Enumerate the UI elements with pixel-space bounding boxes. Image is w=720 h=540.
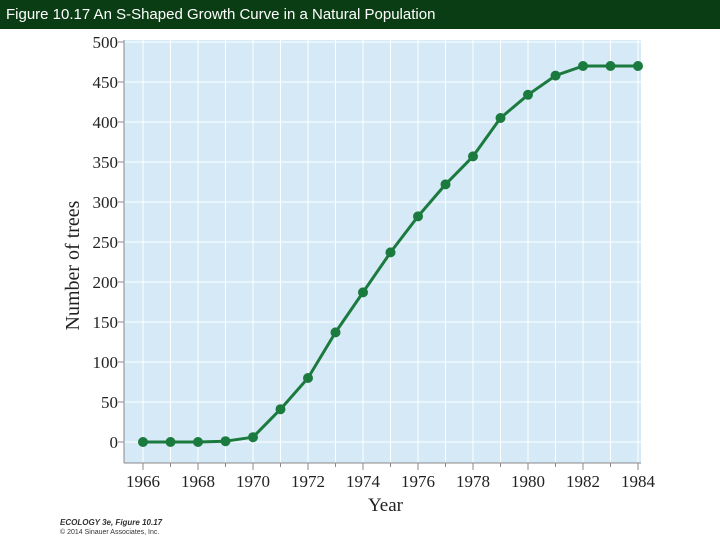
y-axis-title: Number of trees [62,200,84,330]
slide-title: Figure 10.17 An S-Shaped Growth Curve in… [0,0,720,29]
x-tick-label: 1968 [181,472,215,491]
x-tick-label: 1978 [456,472,490,491]
y-tick-label: 50 [101,393,118,412]
x-tick-label: 1966 [126,472,160,491]
x-tick-label: 1974 [346,472,381,491]
data-point [468,151,478,162]
data-point [633,61,643,71]
data-point [413,211,423,222]
x-axis-title: Year [368,495,404,516]
x-tick-label: 1972 [291,472,325,491]
data-point [578,61,588,71]
x-tick-label: 1982 [566,472,600,491]
figure-credit: ECOLOGY 3e, Figure 10.17 © 2014 Sinauer … [60,518,162,537]
data-point [358,287,368,298]
data-point [248,432,258,443]
x-tick-label: 1970 [236,472,270,491]
y-tick-label: 400 [93,113,119,132]
x-tick-label: 1980 [511,472,545,491]
plot-area [124,40,641,463]
y-tick-label: 300 [93,193,119,212]
line-chart: 0 50 100 150 200 250 300 350 400 450 500 1966 1968 19… [62,33,656,516]
data-point [220,436,231,447]
y-tick-label: 0 [110,433,119,452]
credit-line-2: © 2014 Sinauer Associates, Inc. [60,529,160,536]
data-point [440,179,451,190]
data-point [330,327,341,338]
x-tick-label: 1976 [401,472,435,491]
data-point [385,247,396,258]
y-tick-label: 150 [93,313,119,332]
credit-line-1: ECOLOGY 3e, Figure 10.17 [60,518,163,527]
y-tick-label: 200 [93,273,119,292]
data-point [165,437,176,447]
data-point [550,70,561,81]
y-tick-label: 250 [93,233,119,252]
data-point [193,437,203,447]
data-point [495,113,506,123]
y-tick-label: 100 [93,353,119,372]
data-point [605,61,616,71]
data-point [303,373,313,383]
data-point [275,404,286,415]
data-point [523,89,533,100]
y-tick-label: 500 [93,33,119,52]
y-tick-label: 450 [93,73,119,92]
y-tick-label: 350 [93,153,119,172]
x-tick-label: 1984 [621,472,656,491]
data-point [138,437,148,447]
